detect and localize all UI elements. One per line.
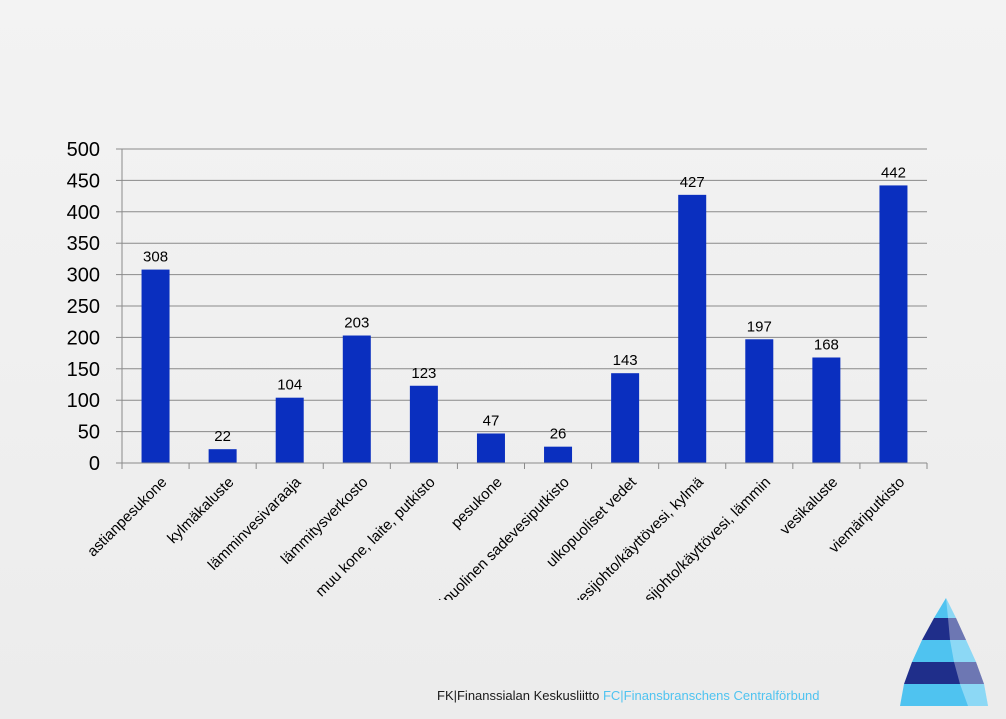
bar: [544, 446, 573, 463]
bar: [208, 449, 237, 463]
y-tick-label: 200: [67, 327, 100, 349]
bar: [342, 335, 371, 463]
y-tick-label: 150: [67, 359, 100, 381]
bar: [611, 373, 640, 463]
y-tick-label: 100: [67, 390, 100, 412]
axes: [121, 149, 927, 464]
y-tick-label: 500: [67, 139, 100, 161]
x-category-label: vesikaluste: [777, 474, 841, 538]
bar-value-label: 22: [214, 428, 231, 445]
gridlines: [122, 148, 927, 464]
x-category-label: pesukone: [448, 474, 506, 532]
bar: [409, 385, 438, 463]
x-category-label: vesijohto/käyttövesi, kylmä: [569, 473, 707, 600]
bar-value-label: 123: [411, 365, 436, 382]
bar-value-label: 104: [277, 377, 302, 394]
bar: [275, 397, 304, 463]
y-tick-label: 300: [67, 265, 100, 287]
x-axis-ticks: astianpesukonekylmäkalustelämminvesivara…: [84, 463, 928, 600]
y-tick-label: 250: [67, 296, 100, 318]
bar: [141, 269, 170, 463]
bar: [678, 194, 707, 463]
footer-fk-text: FK|Finanssialan Keskusliitto: [437, 688, 600, 703]
fk-pyramid-logo-icon: [900, 598, 988, 706]
bar-value-label: 203: [344, 315, 369, 332]
bars: [141, 185, 908, 463]
bar: [745, 339, 774, 463]
y-tick-label: 350: [67, 233, 100, 255]
bar-value-label: 427: [680, 174, 705, 191]
bar-value-label: 26: [550, 426, 567, 443]
bar: [812, 357, 841, 463]
bar-value-label: 168: [814, 336, 839, 353]
x-category-label: kylmäkaluste: [164, 474, 237, 547]
bar-value-label: 442: [881, 164, 906, 181]
bar: [879, 185, 908, 463]
y-tick-label: 450: [67, 170, 100, 192]
x-category-label: astianpesukone: [84, 474, 170, 560]
y-tick-label: 50: [78, 422, 100, 444]
y-tick-label: 400: [67, 202, 100, 224]
bar-chart: 0 50 100 150 200 250 300 350 400 450 500 308 22 104 2…: [67, 139, 928, 600]
y-tick-label: 0: [89, 453, 100, 475]
bar-value-label: 47: [483, 412, 500, 429]
bar: [476, 433, 505, 463]
data-labels: 308 22 104 203 123 47 26 143 427 197 168 442: [143, 164, 906, 445]
y-axis-ticks: 0 50 100 150 200 250 300 350 400 450 500: [67, 139, 122, 475]
footer-organization: FK|Finanssialan Keskusliitto FC|Finansbr…: [437, 688, 820, 703]
bar-value-label: 143: [613, 352, 638, 369]
x-category-label: muu kone, laite, putkisto: [312, 474, 438, 600]
bar-value-label: 197: [747, 318, 772, 335]
footer-fc-text: FC|Finansbranschens Centralförbund: [602, 688, 820, 703]
bar-value-label: 308: [143, 249, 168, 266]
